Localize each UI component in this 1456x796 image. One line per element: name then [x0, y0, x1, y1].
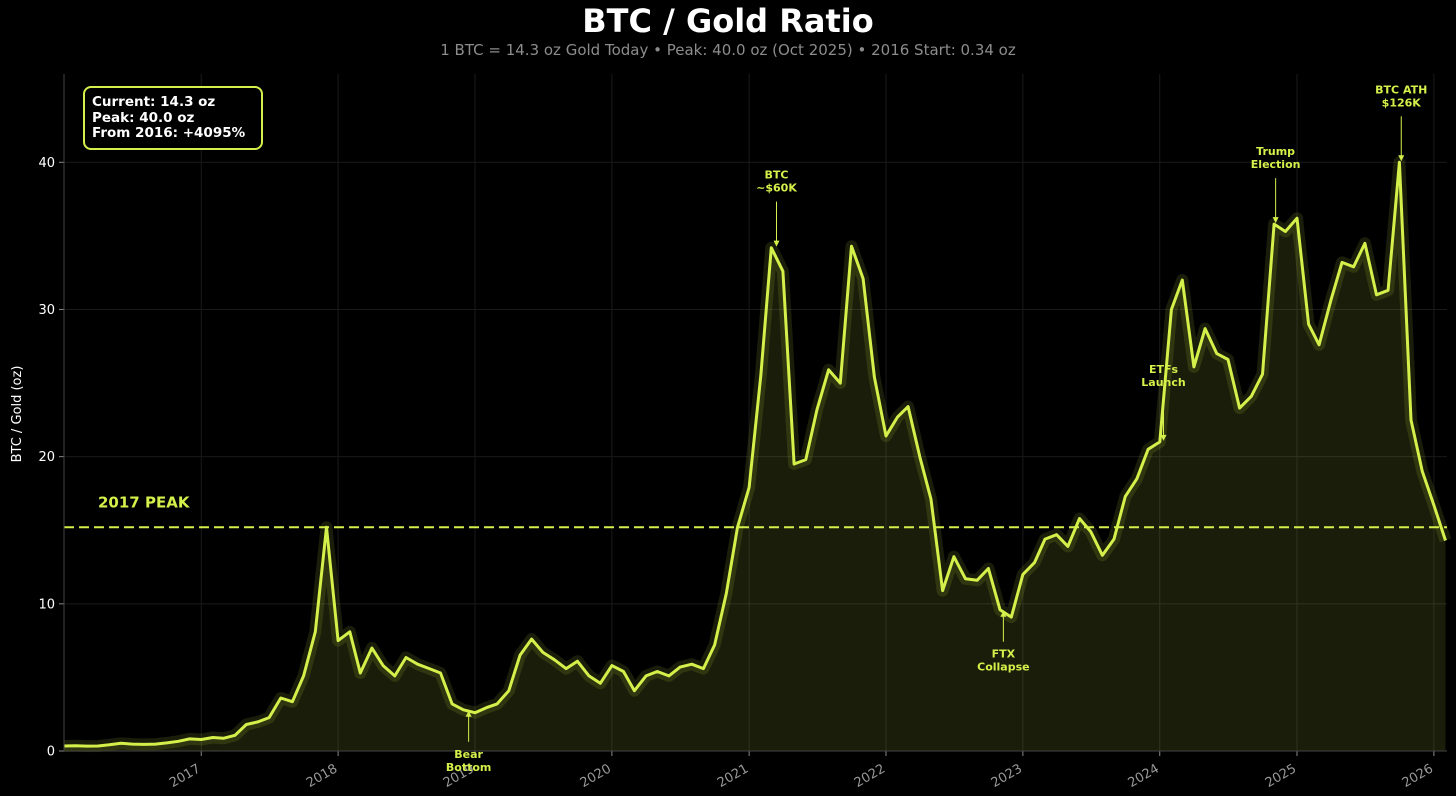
reference-line-label: 2017 PEAK — [98, 493, 191, 511]
y-tick-label: 0 — [47, 745, 55, 760]
x-tick-label: 2020 — [578, 761, 614, 791]
x-tick-label: 2026 — [1400, 761, 1436, 791]
x-tick-label: 2025 — [1263, 761, 1299, 791]
annotation-label: BTC ATH — [1375, 83, 1427, 96]
y-tick-label: 30 — [38, 303, 55, 318]
annotation-arrowhead — [1160, 434, 1167, 441]
x-tick-label: 2018 — [304, 761, 340, 791]
chart-title: BTC / Gold Ratio — [582, 2, 874, 40]
annotation-label: ~$60K — [756, 182, 797, 195]
annotation-arrowhead — [1272, 217, 1279, 224]
x-tick-label: 2021 — [715, 761, 751, 791]
x-tick-label: 2023 — [989, 761, 1025, 791]
stats-peak: Peak: 40.0 oz — [92, 109, 195, 126]
annotation-label: Trump — [1256, 145, 1295, 158]
annotation-label: FTX — [992, 648, 1016, 661]
annotation-label: Collapse — [977, 661, 1029, 674]
stats-current: Current: 14.3 oz — [92, 94, 216, 110]
annotation-label: BTC — [765, 169, 789, 182]
x-tick-label: 2017 — [167, 761, 203, 791]
stats-box: Current: 14.3 oz Peak: 40.0 oz From 2016… — [83, 86, 263, 150]
annotation-label: $126K — [1382, 96, 1422, 109]
y-tick-label: 20 — [38, 450, 55, 465]
annotation-arrowhead — [465, 710, 472, 717]
annotation-arrowhead — [773, 240, 780, 247]
chart-subtitle: 1 BTC = 14.3 oz Gold Today • Peak: 40.0 … — [440, 41, 1016, 59]
annotation-label: Bear — [454, 748, 483, 761]
annotation-label: Election — [1251, 158, 1301, 171]
series-line — [63, 160, 1447, 748]
annotation-arrowhead — [1398, 155, 1405, 162]
annotation-arrowhead — [1000, 610, 1007, 617]
annotation-label: ETFs — [1149, 363, 1179, 376]
annotation-label: Launch — [1141, 376, 1185, 389]
stats-change: From 2016: +4095% — [92, 125, 246, 141]
y-tick-label: 10 — [38, 597, 55, 612]
area-layer: 2017 PEAK — [63, 156, 1452, 753]
annotation-label: Bottom — [446, 761, 491, 774]
x-tick-label: 2022 — [852, 761, 888, 791]
y-axis-label: BTC / Gold (oz) — [10, 366, 25, 463]
series-area-fill — [64, 162, 1446, 752]
y-tick-label: 40 — [38, 156, 55, 171]
x-tick-label: 2024 — [1126, 761, 1162, 791]
